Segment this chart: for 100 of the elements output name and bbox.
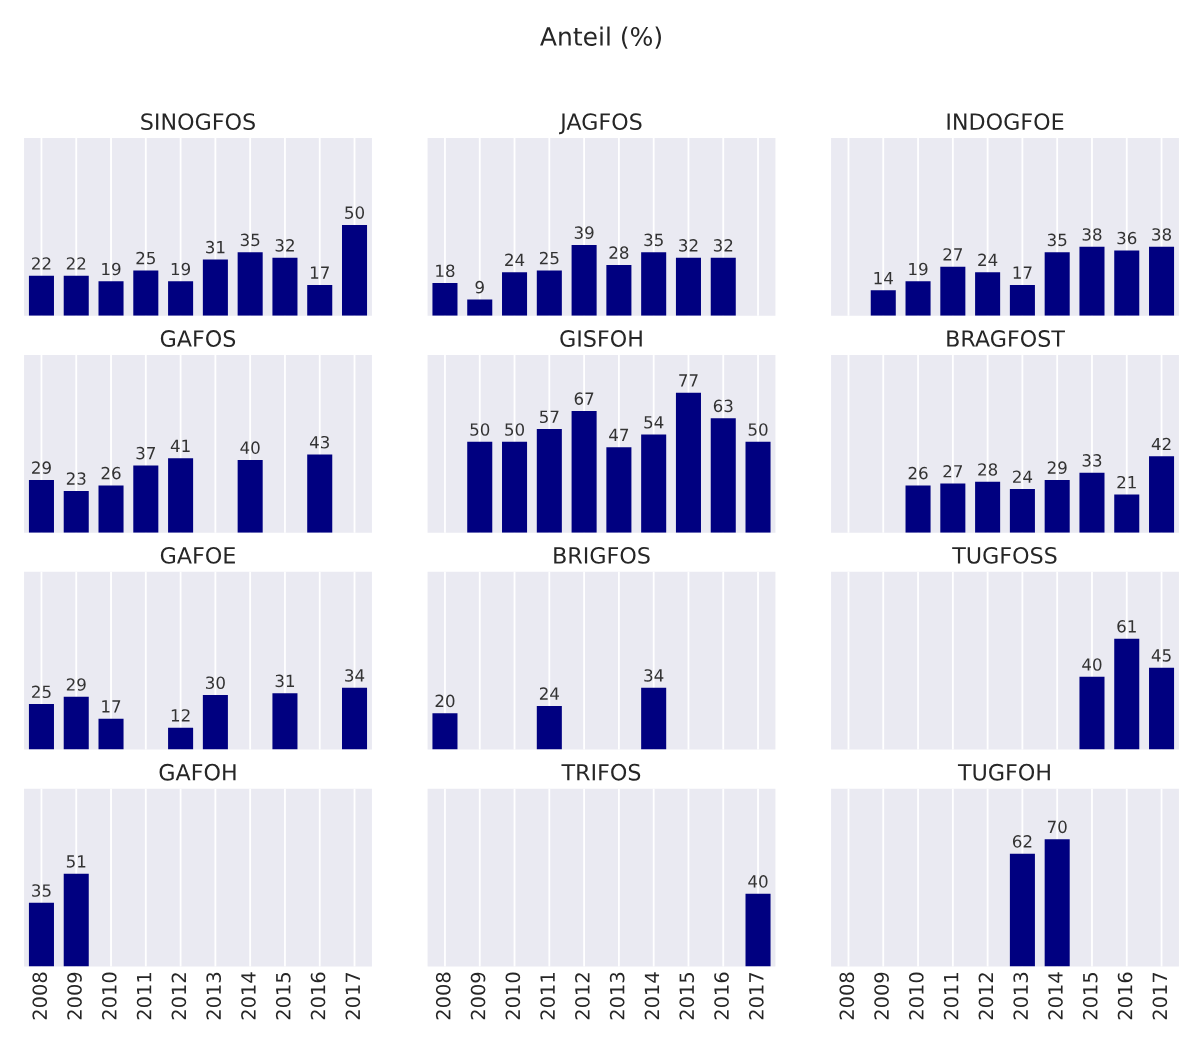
chart-title: GAFOH [159,763,236,781]
data-label: 14 [874,271,893,285]
chart-title: GAFOE [160,546,235,564]
bar [133,270,159,316]
data-label: 22 [66,257,86,270]
data-label: 19 [171,262,191,276]
data-label: 29 [66,678,86,691]
bar [975,272,1001,316]
data-label: 31 [275,674,295,688]
chart-title: INDOGFOE [947,113,1064,131]
bar [745,441,771,533]
data-label: 26 [101,466,121,480]
data-label: 40 [748,875,768,888]
data-label: 25 [539,251,559,265]
bar [502,272,528,316]
data-label: 19 [102,262,121,276]
bar [1114,250,1140,316]
x-tick-label: 2008 [435,972,451,1020]
bar [133,465,159,533]
x-tick-label: 2017 [1152,972,1168,1020]
data-label: 26 [908,466,928,480]
bar [536,270,562,316]
data-label: 24 [539,687,559,700]
data-label: 17 [1013,266,1032,279]
bar [202,259,228,316]
data-label: 29 [1047,461,1067,474]
data-label: 12 [171,709,190,722]
x-tick-label: 2009 [470,972,486,1020]
bar [502,441,528,533]
x-tick-label: 2011 [136,973,152,1020]
bar [675,257,701,316]
bar [905,281,931,316]
bar [272,693,298,750]
x-tick-label: 2016 [714,972,729,1020]
data-label: 20 [435,694,455,708]
x-tick-label: 2013 [609,972,625,1020]
data-label: 50 [748,423,768,436]
bar [536,429,562,533]
bar [975,481,1001,533]
data-label: 23 [66,472,86,485]
x-tick-label: 2016 [310,972,326,1020]
data-label: 25 [32,685,51,699]
data-label: 35 [1047,233,1067,247]
data-label: 32 [679,239,698,252]
data-label: 47 [609,428,629,442]
x-tick-label: 2015 [679,972,695,1020]
bar [1149,246,1175,316]
data-label: 34 [345,669,365,682]
data-label: 54 [644,416,664,429]
bar [1079,472,1105,533]
bar [710,257,736,316]
x-tick-label: 2015 [275,972,291,1020]
bar [237,252,263,316]
data-label: 29 [32,461,51,474]
bar [1009,489,1035,533]
chart-title: GISFOH [560,330,642,347]
data-label: 28 [978,463,998,476]
bar [1009,284,1035,316]
bar [342,224,368,316]
data-label: 9 [475,280,484,294]
bar [1044,479,1070,533]
data-label: 19 [909,262,928,276]
bar [28,479,54,533]
bar [168,727,194,750]
x-tick-label: 2015 [1082,972,1098,1020]
data-label: 37 [136,446,155,460]
x-tick-label: 2010 [505,972,521,1020]
chart-title: JAGFOS [559,113,642,135]
x-tick-label: 2010 [908,972,924,1020]
x-tick-label: 2009 [874,972,889,1020]
bar [202,695,228,750]
data-label: 34 [644,669,664,682]
bar [63,490,89,533]
data-label: 24 [978,253,998,266]
x-tick-label: 2013 [206,972,222,1020]
bar [675,392,701,533]
data-label: 17 [310,266,329,279]
data-label: 50 [470,423,490,436]
x-tick-label: 2017 [345,972,361,1020]
data-label: 40 [240,441,260,454]
data-label: 28 [609,246,629,259]
data-label: 50 [345,206,365,219]
x-tick-label: 2008 [839,972,855,1020]
data-label: 62 [1012,835,1032,848]
bar [641,434,667,533]
x-tick-label: 2012 [575,973,590,1020]
x-tick-label: 2009 [67,972,82,1020]
bar [237,459,263,533]
bar [1114,494,1140,533]
bar [467,441,493,533]
data-label: 21 [1117,475,1136,489]
bar [606,447,632,533]
data-label: 61 [1117,620,1136,633]
data-label: 25 [136,251,155,265]
bar [641,252,667,316]
data-label: 38 [1152,228,1172,241]
data-label: 35 [32,884,51,897]
x-tick-label: 2013 [1013,972,1029,1020]
data-label: 67 [574,392,594,405]
data-label: 17 [102,700,121,713]
